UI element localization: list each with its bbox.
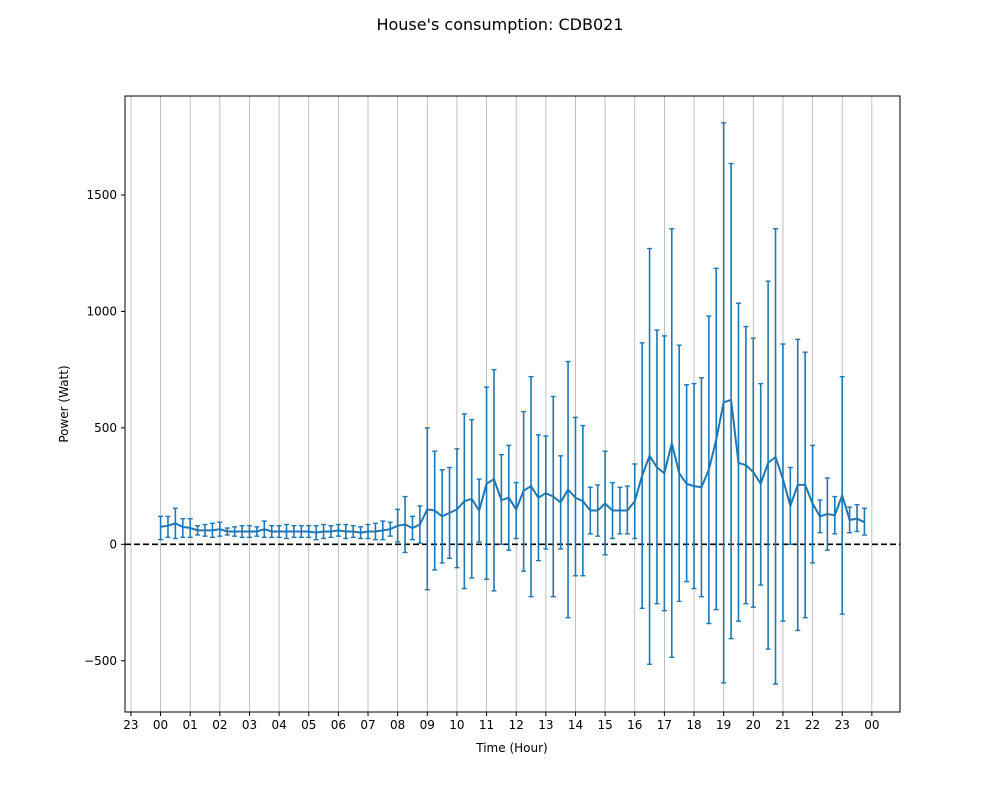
- y-axis-ticks: −500 0 500 1000 1500: [84, 188, 125, 668]
- x-tick-label: 06: [331, 718, 346, 732]
- error-bars: [158, 122, 867, 685]
- x-tick-label: 13: [538, 718, 553, 732]
- y-tick-label: 1500: [86, 188, 117, 202]
- x-tick-label: 14: [568, 718, 583, 732]
- x-tick-label: 17: [657, 718, 672, 732]
- x-tick-label: 11: [479, 718, 494, 732]
- x-axis-ticks: 23 00 01 02 03 04 05 06 07 08 09 10 11 12 13 14 15 16 17 18…: [123, 712, 879, 732]
- x-tick-label: 23: [123, 718, 138, 732]
- y-tick-label: 500: [94, 421, 117, 435]
- x-tick-label: 22: [805, 718, 820, 732]
- x-tick-label: 08: [390, 718, 405, 732]
- y-axis-label: Power (Watt): [57, 365, 71, 442]
- x-tick-label: 02: [212, 718, 227, 732]
- x-tick-label: 01: [183, 718, 198, 732]
- series-line: [160, 398, 865, 534]
- y-tick-label: 1000: [86, 304, 117, 318]
- x-tick-label: 18: [686, 718, 701, 732]
- chart-title: House's consumption: CDB021: [376, 15, 623, 34]
- x-tick-label: 21: [775, 718, 790, 732]
- y-tick-label: 0: [109, 537, 117, 551]
- y-tick-label: −500: [84, 654, 117, 668]
- x-tick-label: 19: [716, 718, 731, 732]
- x-tick-label: 03: [242, 718, 257, 732]
- x-tick-label: 05: [301, 718, 316, 732]
- x-tick-label: 15: [597, 718, 612, 732]
- x-tick-label: 23: [835, 718, 850, 732]
- x-tick-label: 00: [864, 718, 879, 732]
- x-tick-label: 07: [360, 718, 375, 732]
- x-tick-label: 16: [627, 718, 642, 732]
- x-tick-label: 10: [449, 718, 464, 732]
- x-tick-label: 20: [746, 718, 761, 732]
- x-tick-label: 04: [271, 718, 286, 732]
- x-tick-label: 12: [509, 718, 524, 732]
- x-tick-label: 00: [153, 718, 168, 732]
- x-axis-label: Time (Hour): [475, 741, 547, 755]
- x-tick-label: 09: [420, 718, 435, 732]
- plot-area-frame: [124, 95, 901, 713]
